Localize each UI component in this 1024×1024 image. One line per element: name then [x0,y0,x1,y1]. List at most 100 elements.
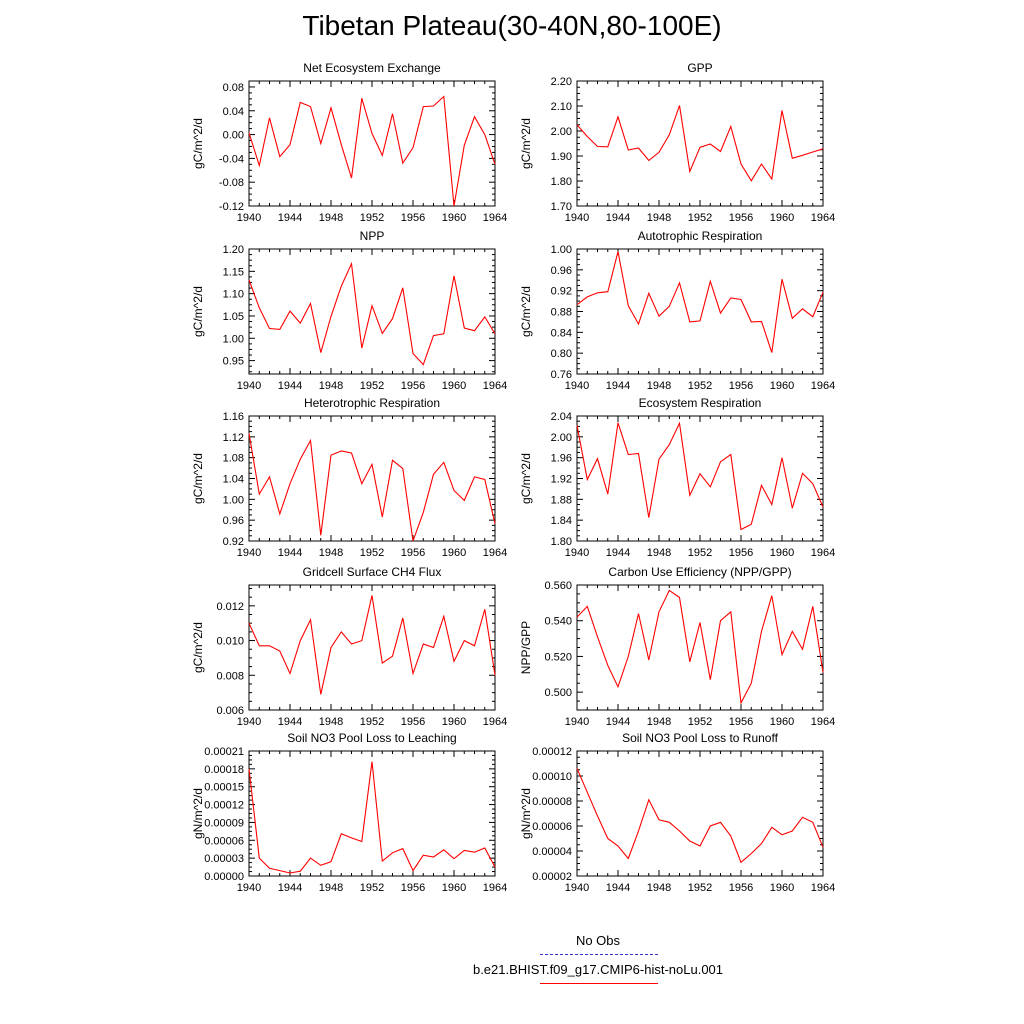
x-tick-label: 1952 [360,212,384,224]
y-tick-label: 1.80 [551,536,572,548]
x-tick-label: 1940 [565,380,589,392]
chart-panel-10: 1940 1944 1948 1952 1956 1960 1964 0.00002 0.000… [519,731,835,894]
panel-title: Ecosystem Respiration [639,396,762,410]
y-tick-label: 0.00004 [532,846,572,858]
y-tick-label: 0.500 [544,687,572,699]
y-tick-label: 1.16 [223,411,244,423]
y-tick-label: 0.00012 [204,800,244,812]
plot-frame [576,584,824,711]
x-tick-label: 1944 [606,547,630,559]
y-tick-label: 1.90 [551,151,572,163]
x-tick-label: 1956 [729,547,753,559]
plot-frame [248,248,496,375]
x-tick-label: 1944 [278,882,302,894]
x-tick-label: 1956 [401,882,425,894]
y-axis-label: gC/m^2/d [519,286,533,337]
x-tick-label: 1960 [770,882,794,894]
x-tick-label: 1952 [688,380,712,392]
y-tick-label: 2.10 [551,101,572,113]
x-tick-label: 1964 [811,547,835,559]
y-axis-label: gC/m^2/d [191,453,205,504]
x-tick-label: 1964 [811,212,835,224]
x-tick-label: 1964 [483,716,507,728]
x-tick-label: 1944 [278,547,302,559]
y-tick-label: 1.05 [223,311,244,323]
x-tick-label: 1960 [442,882,466,894]
x-tick-label: 1944 [606,380,630,392]
plot-frame [248,415,496,542]
y-tick-label: -0.12 [219,201,244,213]
y-tick-label: 0.88 [551,307,572,319]
y-tick-label: 1.12 [223,432,244,444]
x-tick-label: 1964 [483,380,507,392]
y-tick-label: 0.00012 [532,746,572,758]
y-tick-label: 0.00010 [532,771,572,783]
y-axis-label: gC/m^2/d [519,453,533,504]
x-tick-label: 1964 [483,547,507,559]
x-tick-label: 1940 [237,547,261,559]
y-tick-label: 0.92 [551,286,572,298]
x-tick-label: 1940 [565,547,589,559]
x-tick-label: 1940 [565,882,589,894]
y-tick-label: 0.76 [551,369,572,381]
x-tick-label: 1964 [811,716,835,728]
y-tick-label: 1.88 [551,494,572,506]
x-tick-label: 1940 [237,380,261,392]
y-tick-label: 0.92 [223,536,244,548]
y-tick-label: 0.00002 [532,871,572,883]
y-tick-label: 0.00003 [204,853,244,865]
y-tick-label: 0.010 [216,636,244,648]
y-tick-label: 0.012 [216,601,244,613]
chart-panel-7: 1940 1944 1948 1952 1956 1960 1964 0.006 0.008 0.… [191,565,507,728]
y-axis-label: gC/m^2/d [191,622,205,673]
panel-title: Carbon Use Efficiency (NPP/GPP) [608,565,791,579]
chart-panel-6: 1940 1944 1948 1952 1956 1960 1964 1.80 1.84 1.88… [519,396,835,559]
x-tick-label: 1948 [319,716,343,728]
x-tick-label: 1956 [729,380,753,392]
x-tick-label: 1960 [770,380,794,392]
y-axis-label: NPP/GPP [519,621,533,674]
y-tick-label: 0.006 [216,705,244,717]
x-tick-label: 1940 [565,716,589,728]
panel-title: Soil NO3 Pool Loss to Leaching [287,731,456,745]
y-tick-label: 2.04 [551,411,572,423]
x-tick-label: 1940 [237,212,261,224]
y-tick-label: 1.04 [223,474,244,486]
x-tick-label: 1944 [278,380,302,392]
chart-panel-5: 1940 1944 1948 1952 1956 1960 1964 0.92 0.96 1.00… [191,396,507,559]
y-tick-label: 0.00000 [204,871,244,883]
y-tick-label: 0.96 [551,265,572,277]
y-tick-label: 1.00 [223,333,244,345]
x-tick-label: 1956 [401,547,425,559]
y-tick-label: -0.08 [219,177,244,189]
y-tick-label: 2.20 [551,76,572,88]
x-tick-label: 1944 [606,716,630,728]
series-line [248,761,496,874]
panel-title: Net Ecosystem Exchange [303,61,441,75]
x-tick-label: 1952 [688,882,712,894]
x-tick-label: 1948 [647,212,671,224]
x-tick-label: 1956 [401,716,425,728]
x-tick-label: 1960 [442,212,466,224]
y-tick-label: 1.80 [551,176,572,188]
y-tick-label: 0.520 [544,651,572,663]
x-tick-label: 1960 [770,547,794,559]
y-tick-label: 0.95 [223,356,244,368]
x-tick-label: 1960 [770,716,794,728]
x-tick-label: 1948 [647,716,671,728]
x-tick-label: 1952 [360,716,384,728]
y-tick-label: 0.96 [223,515,244,527]
y-tick-label: 1.00 [223,494,244,506]
plot-frame [248,750,496,877]
y-tick-label: 1.84 [551,515,572,527]
legend-label-model-run: b.e21.BHIST.f09_g17.CMIP6-hist-noLu.001 [472,962,724,977]
series-line [576,768,824,864]
x-tick-label: 1948 [647,882,671,894]
series-line [248,261,496,366]
y-tick-label: 0.00008 [532,796,572,808]
x-tick-label: 1964 [811,380,835,392]
x-tick-label: 1944 [606,212,630,224]
series-line [576,251,824,353]
y-tick-label: 1.70 [551,201,572,213]
y-tick-label: 0.00018 [204,764,244,776]
